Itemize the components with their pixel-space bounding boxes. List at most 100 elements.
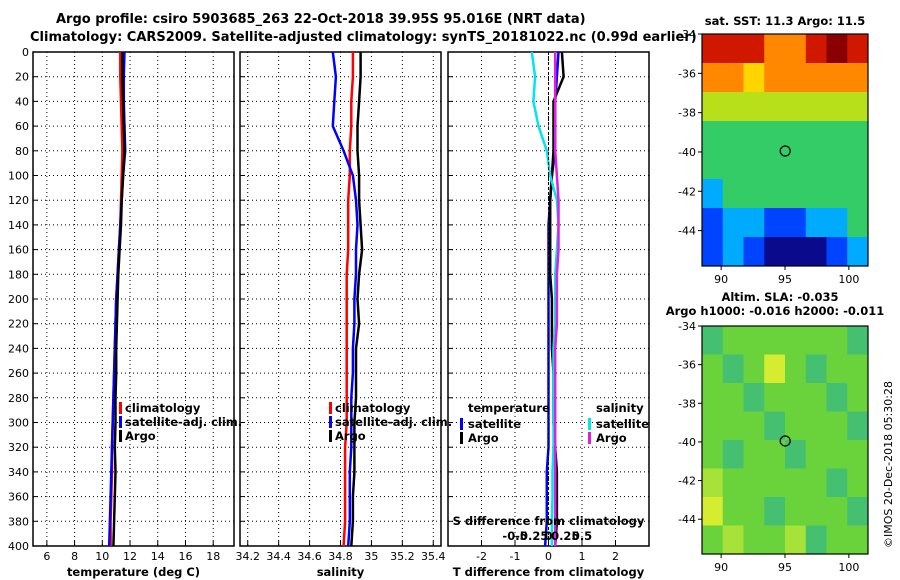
map-y-tick-label: -42 — [678, 185, 696, 198]
y-tick-label: 400 — [8, 540, 29, 553]
x-tick-label: 34.6 — [297, 550, 322, 563]
map-cell — [702, 383, 724, 412]
map-cell — [805, 440, 827, 469]
y-tick-label: 100 — [8, 170, 29, 183]
x-tick-label: 35 — [364, 550, 378, 563]
map-cell — [722, 468, 744, 498]
map-cell — [764, 326, 786, 355]
legend-swatch — [329, 430, 332, 442]
map-cell — [847, 497, 869, 526]
map-cell — [805, 150, 827, 180]
y-tick-label: 0 — [22, 46, 29, 59]
legend-swatch — [119, 402, 122, 414]
map-cell — [785, 208, 807, 238]
map-cell — [702, 179, 724, 209]
series-line-climatology — [342, 52, 355, 547]
map-cell — [702, 208, 724, 238]
argo-location-marker — [779, 145, 791, 157]
legend-label: Argo — [335, 429, 366, 443]
map-cell — [722, 63, 744, 93]
map-cell — [805, 179, 827, 209]
map-cell — [826, 34, 848, 64]
map-title: Altim. SLA: -0.035 — [721, 290, 838, 304]
map-cell — [722, 525, 744, 555]
map-cell — [805, 497, 827, 526]
map-cell — [702, 326, 724, 355]
series-line-argo — [350, 52, 364, 547]
map-cell — [805, 237, 827, 267]
map-title: Argo h1000: -0.016 h2000: -0.011 — [666, 304, 885, 318]
x-axis-label: T difference from climatology — [453, 565, 645, 579]
map-cell — [826, 497, 848, 526]
map-cell — [785, 150, 807, 180]
secondary-tick-label: -0.25 — [515, 529, 548, 543]
map-y-tick-label: -40 — [678, 436, 696, 449]
map-cell — [743, 354, 765, 384]
map-cell — [805, 63, 827, 93]
map-cell — [785, 440, 807, 469]
map-x-tick-label: 100 — [838, 273, 859, 286]
y-tick-label: 60 — [15, 120, 29, 133]
map-cell — [805, 208, 827, 238]
map-cell — [847, 121, 869, 151]
legend-label: satellite-adj. clim. — [125, 415, 242, 429]
map-cell — [743, 92, 765, 122]
legend-swatch — [588, 418, 591, 430]
y-tick-label: 160 — [8, 244, 29, 257]
map-cell — [722, 179, 744, 209]
map-cell — [785, 63, 807, 93]
map-cell — [847, 179, 869, 209]
figure-title-line2: Climatology: CARS2009. Satellite-adjuste… — [30, 30, 697, 45]
x-tick-label: 18 — [206, 550, 220, 563]
map-cell — [722, 383, 744, 412]
map-cell — [847, 92, 869, 122]
map-cell — [785, 92, 807, 122]
map-cell — [702, 237, 724, 267]
map-cell — [702, 497, 724, 526]
map-cell — [847, 237, 869, 267]
x-tick-label: 34.8 — [328, 550, 353, 563]
map-cell — [785, 383, 807, 412]
map-cell — [764, 92, 786, 122]
map-y-tick-label: -38 — [678, 397, 696, 410]
map-cell — [722, 326, 744, 355]
y-tick-label: 280 — [8, 392, 29, 405]
secondary-tick-label: 0.5 — [572, 529, 592, 543]
x-tick-label: 2 — [612, 550, 619, 563]
map-y-tick-label: -36 — [678, 359, 696, 372]
map-y-tick-label: -34 — [678, 28, 696, 41]
map-cell — [785, 326, 807, 355]
map-cell — [826, 440, 848, 469]
x-tick-label: -2 — [476, 550, 487, 563]
map-cell — [743, 237, 765, 267]
map-cell — [722, 497, 744, 526]
map-cell — [826, 383, 848, 412]
map-y-tick-label: -42 — [678, 475, 696, 488]
secondary-tick-label: 0 — [544, 529, 552, 543]
map-cell — [805, 354, 827, 384]
y-tick-label: 220 — [8, 318, 29, 331]
legend-label: Argo — [468, 431, 499, 445]
y-tick-label: 120 — [8, 194, 29, 207]
map-cell — [826, 525, 848, 555]
series-line-s-argo — [553, 52, 560, 546]
legend-label: Argo — [596, 431, 627, 445]
legend-swatch — [588, 432, 591, 444]
map-cell — [826, 411, 848, 441]
map-x-tick-label: 95 — [778, 273, 792, 286]
map-cell — [743, 468, 765, 498]
figure-title-line1: Argo profile: csiro 5903685_263 22-Oct-2… — [56, 12, 586, 27]
map-cell — [847, 354, 869, 384]
x-tick-label: 35.4 — [421, 550, 446, 563]
map-cell — [764, 150, 786, 180]
map-title: sat. SST: 11.3 Argo: 11.5 — [705, 14, 865, 28]
secondary-tick-label: 0.25 — [551, 529, 579, 543]
x-tick-label: 34.4 — [266, 550, 291, 563]
y-tick-label: 40 — [15, 95, 29, 108]
x-tick-label: 0 — [545, 550, 552, 563]
map-x-tick-label: 90 — [714, 273, 728, 286]
x-axis-label: salinity — [317, 565, 365, 579]
map-cell — [826, 468, 848, 498]
map-cell — [805, 383, 827, 412]
map-cell — [785, 354, 807, 384]
